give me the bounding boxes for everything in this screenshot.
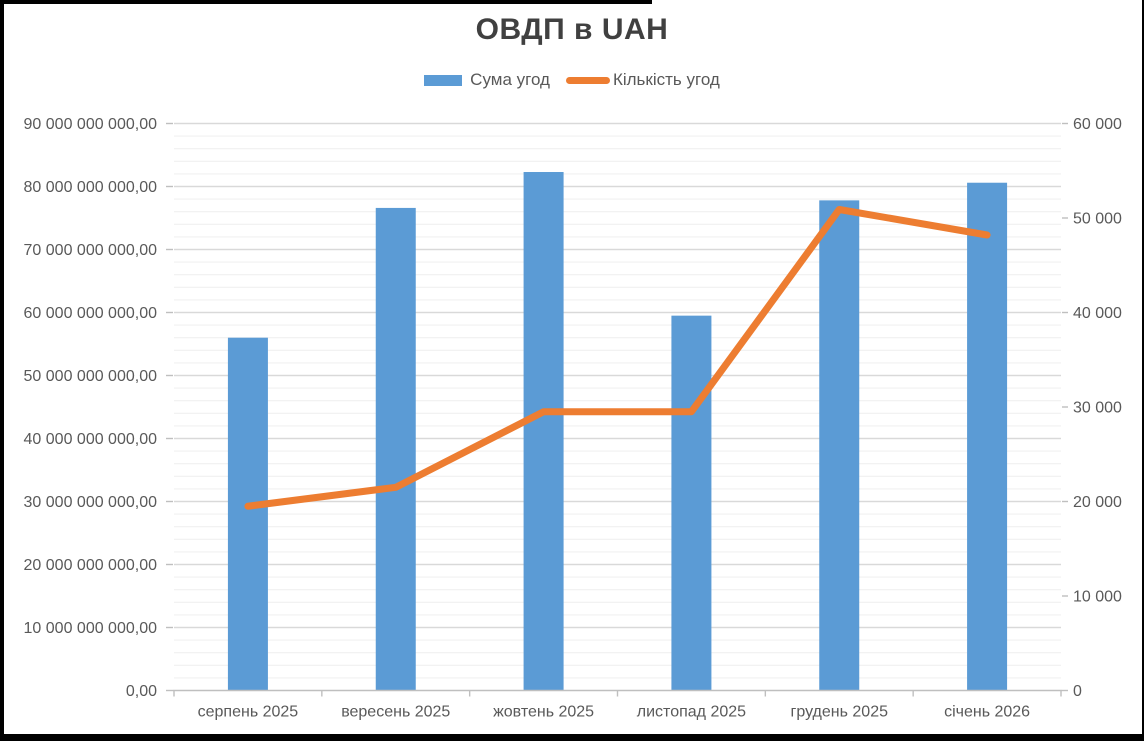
legend-label: Сума угод <box>470 70 550 89</box>
bar-січень 2026[interactable] <box>967 182 1008 691</box>
axis-tick-label: 80 000 000 000,00 <box>24 179 158 196</box>
x-axis-label: січень 2026 <box>944 704 1030 721</box>
legend-item-line-series[interactable]: Кількість угод <box>565 70 720 90</box>
bar-грудень 2025[interactable] <box>819 200 860 691</box>
x-axis-label: листопад 2025 <box>637 704 746 721</box>
legend-bar-swatch-icon <box>424 74 463 86</box>
axis-tick-label: 40 000 <box>1073 305 1122 322</box>
axis-tick-label: 40 000 000 000,00 <box>24 431 158 448</box>
frame-border-top <box>0 0 652 4</box>
bar-серпень 2025[interactable] <box>227 337 268 691</box>
legend-line-swatch-icon <box>565 76 610 84</box>
bar-листопад 2025[interactable] <box>671 315 712 691</box>
axis-tick-label: 10 000 000 000,00 <box>24 620 158 637</box>
frame-border-bottom <box>0 734 1144 741</box>
frame-border-left <box>0 0 4 741</box>
x-axis-label: серпень 2025 <box>198 704 299 721</box>
axis-tick-label: 0 <box>1073 683 1082 700</box>
axis-tick-label: 90 000 000 000,00 <box>24 116 158 133</box>
axis-tick-label: 50 000 000 000,00 <box>24 368 158 385</box>
x-axis-label: грудень 2025 <box>791 704 889 721</box>
bar-вересень 2025[interactable] <box>375 207 416 691</box>
axis-tick-label: 50 000 <box>1073 211 1122 228</box>
bar-жовтень 2025[interactable] <box>523 172 564 691</box>
line-series[interactable] <box>244 205 991 510</box>
axis-tick-label: 20 000 <box>1073 494 1122 511</box>
axis-tick-label: 10 000 <box>1073 589 1122 606</box>
x-axis-label: вересень 2025 <box>341 704 450 721</box>
legend: Сума угод Кількість угод <box>0 69 1144 91</box>
legend-item-bar-series[interactable]: Сума угод <box>424 70 550 90</box>
axis-tick-label: 30 000 <box>1073 400 1122 417</box>
frame-border-right <box>1142 0 1144 741</box>
axis-tick-label: 20 000 000 000,00 <box>24 557 158 574</box>
x-axis-label: жовтень 2025 <box>493 704 594 721</box>
axis-tick-label: 60 000 <box>1073 116 1122 133</box>
axis-tick-label: 70 000 000 000,00 <box>24 242 158 259</box>
axis-tick-label: 0,00 <box>126 683 157 700</box>
chart-title: ОВДП в UAH <box>475 13 669 46</box>
axis-tick-label: 30 000 000 000,00 <box>24 494 158 511</box>
axis-tick-label: 60 000 000 000,00 <box>24 305 158 322</box>
legend-label: Кількість угод <box>612 70 720 89</box>
